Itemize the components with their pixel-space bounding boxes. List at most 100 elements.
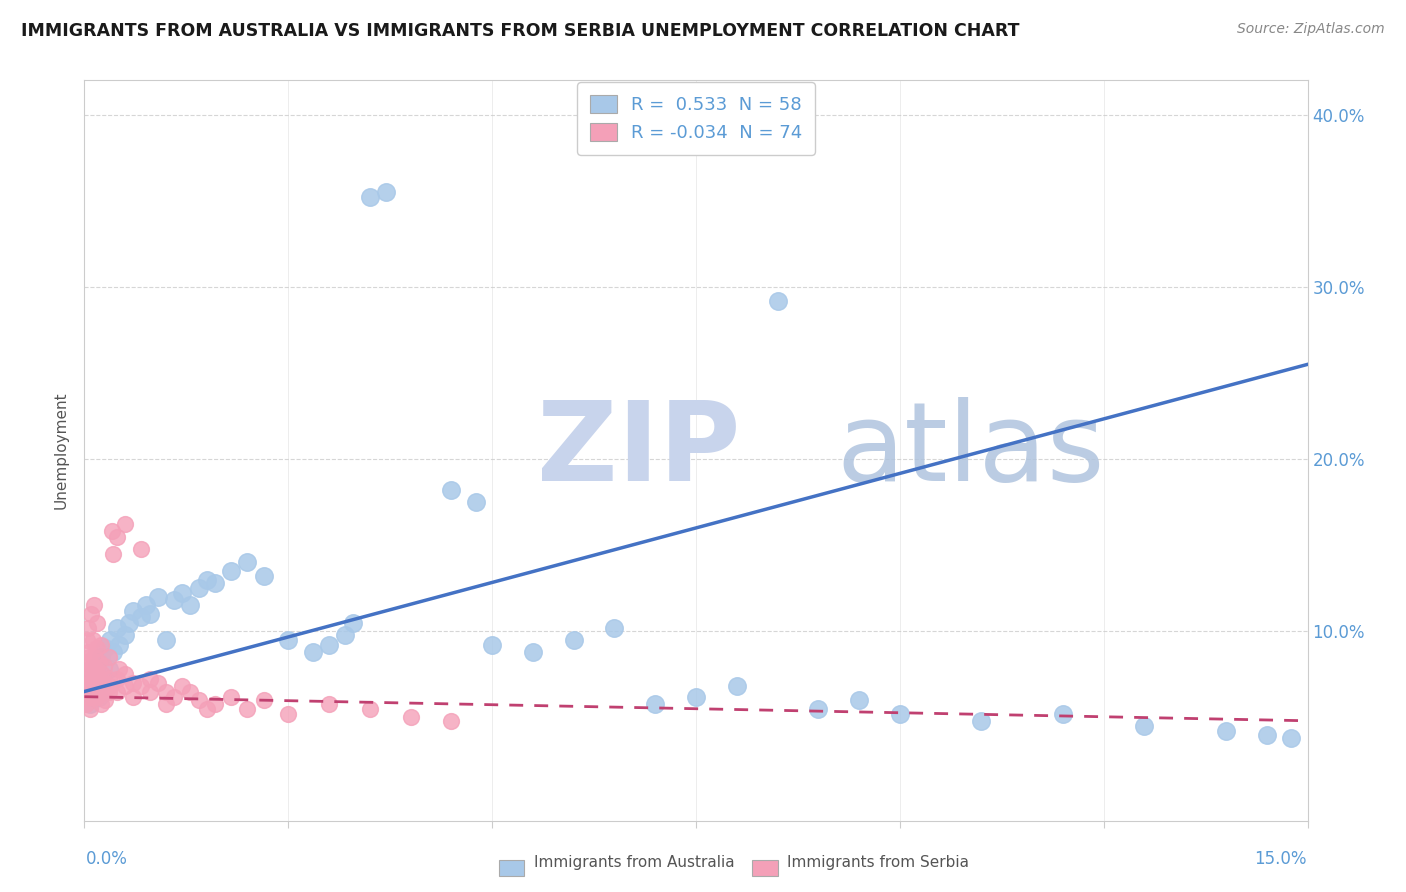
Point [359, 702, 381, 716]
Point [82, 667, 104, 681]
Point [97, 662, 120, 676]
Point [318, 697, 340, 711]
Point [195, 702, 218, 716]
Point [138, 607, 160, 621]
Point [86, 615, 108, 630]
Point [603, 621, 626, 635]
Point [101, 524, 124, 539]
Point [84, 679, 107, 693]
Point [685, 690, 707, 704]
Point [86, 667, 108, 681]
Point [75, 655, 97, 669]
Point [131, 541, 153, 556]
Point [83, 679, 105, 693]
Point [135, 599, 157, 613]
Point [359, 190, 381, 204]
Point [80, 607, 103, 621]
Point [82, 690, 104, 704]
Point [76, 673, 98, 687]
Legend: R =  0.533  N = 58, R = -0.034  N = 74: R = 0.533 N = 58, R = -0.034 N = 74 [576, 82, 815, 155]
Text: 15.0%: 15.0% [1254, 850, 1306, 868]
Point [86, 641, 108, 656]
Point [105, 673, 128, 687]
Point [766, 293, 789, 308]
Point [155, 632, 177, 647]
Point [76, 645, 98, 659]
Point [97, 673, 120, 687]
Point [1215, 724, 1237, 739]
Point [90, 650, 112, 665]
Point [86, 658, 108, 673]
Point [79, 676, 101, 690]
Point [138, 673, 160, 687]
Point [204, 576, 226, 591]
Text: atlas: atlas [837, 397, 1105, 504]
Point [107, 662, 129, 676]
Point [76, 684, 98, 698]
Point [204, 697, 226, 711]
Point [253, 569, 276, 583]
Point [87, 690, 110, 704]
Point [91, 676, 114, 690]
Point [138, 684, 160, 698]
Text: 0.0%: 0.0% [86, 850, 128, 868]
Point [76, 673, 98, 687]
Point [83, 599, 105, 613]
Point [807, 702, 830, 716]
Point [399, 710, 422, 724]
Point [82, 658, 104, 673]
Point [253, 693, 276, 707]
Point [481, 638, 503, 652]
Point [522, 645, 544, 659]
Point [114, 679, 136, 693]
Point [236, 702, 259, 716]
Point [91, 684, 114, 698]
Point [277, 632, 299, 647]
Point [155, 684, 177, 698]
Point [122, 604, 145, 618]
Point [114, 517, 136, 532]
Point [146, 676, 169, 690]
Point [77, 650, 100, 665]
Point [105, 621, 128, 635]
Point [80, 662, 103, 676]
Point [90, 679, 112, 693]
Text: Source: ZipAtlas.com: Source: ZipAtlas.com [1237, 22, 1385, 37]
Point [1133, 719, 1156, 733]
Point [122, 676, 145, 690]
Point [83, 673, 105, 687]
Point [80, 679, 103, 693]
Point [970, 714, 993, 728]
Point [335, 628, 357, 642]
Point [179, 599, 201, 613]
Point [725, 679, 748, 693]
Point [105, 684, 128, 698]
Point [114, 628, 136, 642]
Point [318, 638, 340, 652]
Y-axis label: Unemployment: Unemployment [53, 392, 69, 509]
Point [77, 684, 100, 698]
Point [90, 638, 112, 652]
Point [105, 530, 128, 544]
Text: Immigrants from Serbia: Immigrants from Serbia [787, 855, 969, 870]
Point [76, 632, 98, 647]
Point [1279, 731, 1302, 745]
Point [187, 693, 209, 707]
Point [195, 573, 218, 587]
Point [87, 676, 110, 690]
Point [84, 662, 107, 676]
Point [644, 697, 666, 711]
Point [100, 679, 122, 693]
Point [83, 650, 105, 665]
Point [114, 667, 136, 681]
Point [118, 615, 141, 630]
Point [107, 638, 129, 652]
Point [236, 555, 259, 569]
Point [301, 645, 323, 659]
Text: IMMIGRANTS FROM AUSTRALIA VS IMMIGRANTS FROM SERBIA UNEMPLOYMENT CORRELATION CHA: IMMIGRANTS FROM AUSTRALIA VS IMMIGRANTS … [21, 22, 1019, 40]
Point [90, 697, 112, 711]
Point [146, 590, 169, 604]
Point [122, 690, 145, 704]
Point [93, 641, 115, 656]
Point [187, 581, 209, 595]
